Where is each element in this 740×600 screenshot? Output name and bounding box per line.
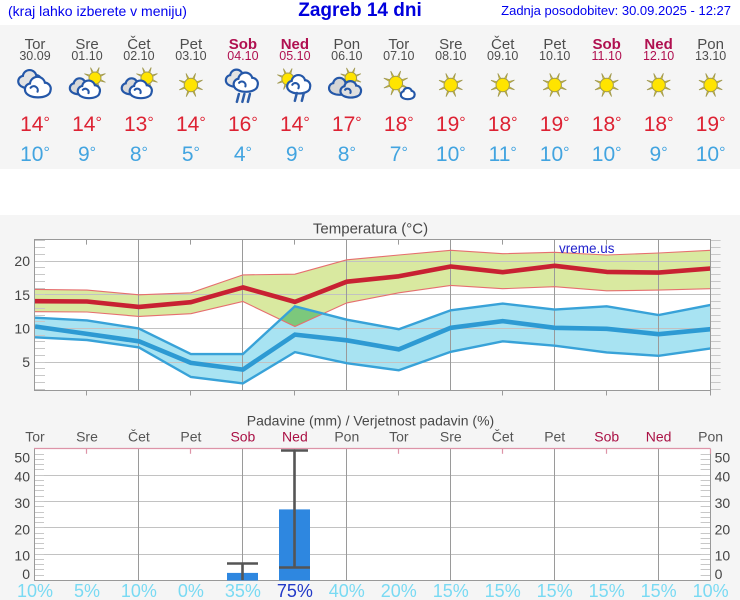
svg-text:Sob: Sob	[594, 429, 619, 445]
svg-text:40: 40	[14, 469, 30, 485]
svg-text:30: 30	[715, 495, 731, 511]
svg-text:40: 40	[715, 469, 731, 485]
svg-text:Temperatura (°C): Temperatura (°C)	[313, 220, 428, 237]
svg-text:10: 10	[715, 548, 731, 564]
svg-text:Pon: Pon	[334, 429, 359, 445]
svg-text:Čet: Čet	[492, 429, 514, 445]
svg-text:Pet: Pet	[544, 429, 565, 445]
svg-text:Sre: Sre	[76, 429, 98, 445]
svg-text:Sob: Sob	[230, 429, 255, 445]
svg-text:Tor: Tor	[25, 429, 45, 445]
svg-text:15%: 15%	[641, 581, 677, 600]
svg-text:0: 0	[22, 566, 30, 582]
svg-text:10%: 10%	[17, 581, 53, 600]
svg-text:10%: 10%	[693, 581, 729, 600]
svg-text:Padavine (mm) / Verjetnost pad: Padavine (mm) / Verjetnost padavin (%)	[247, 412, 494, 428]
svg-text:35%: 35%	[225, 581, 261, 600]
svg-text:15%: 15%	[433, 581, 469, 600]
svg-text:Tor: Tor	[389, 429, 409, 445]
svg-text:15%: 15%	[537, 581, 573, 600]
svg-text:10: 10	[14, 548, 30, 564]
svg-text:10%: 10%	[121, 581, 157, 600]
svg-text:Ned: Ned	[282, 429, 308, 445]
svg-text:15%: 15%	[589, 581, 625, 600]
svg-text:30: 30	[14, 495, 30, 511]
svg-text:Pon: Pon	[698, 429, 723, 445]
svg-text:Ned: Ned	[646, 429, 672, 445]
svg-text:40%: 40%	[329, 581, 365, 600]
svg-text:15%: 15%	[485, 581, 521, 600]
svg-text:15: 15	[14, 287, 30, 303]
svg-text:vreme.us: vreme.us	[559, 241, 615, 256]
svg-text:Pet: Pet	[180, 429, 201, 445]
svg-text:Sre: Sre	[440, 429, 462, 445]
svg-text:5: 5	[22, 354, 30, 370]
svg-text:20: 20	[14, 253, 30, 269]
svg-text:50: 50	[14, 449, 30, 465]
svg-text:20: 20	[14, 521, 30, 537]
svg-text:0%: 0%	[178, 581, 204, 600]
svg-text:75%: 75%	[277, 581, 313, 600]
svg-text:Čet: Čet	[128, 429, 150, 445]
svg-text:20%: 20%	[381, 581, 417, 600]
svg-text:10: 10	[14, 321, 30, 337]
svg-text:5%: 5%	[74, 581, 100, 600]
svg-text:0: 0	[715, 566, 723, 582]
svg-text:50: 50	[715, 449, 731, 465]
svg-text:20: 20	[715, 521, 731, 537]
